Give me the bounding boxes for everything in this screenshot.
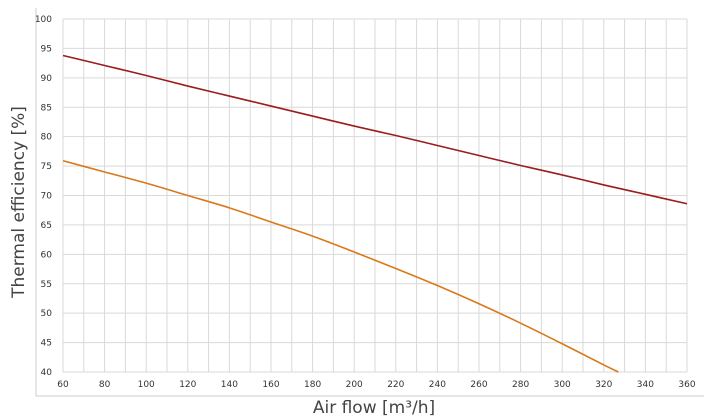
- x-tick-label: 220: [387, 380, 404, 390]
- x-tick-label: 80: [99, 380, 111, 390]
- grid-horizontal: [63, 18, 687, 373]
- x-tick-label: 300: [554, 380, 571, 390]
- x-tick-label: 160: [262, 380, 279, 390]
- x-tick-labels: 60 80 100 120 140 160 180 200 220 240 260 280 300 320…: [57, 380, 696, 390]
- x-tick-label: 140: [221, 380, 238, 390]
- x-tick-label: 180: [304, 380, 321, 390]
- x-tick-label: 60: [57, 380, 69, 390]
- y-tick-label: 65: [41, 221, 52, 231]
- x-tick-label: 320: [595, 380, 612, 390]
- x-tick-label: 200: [346, 380, 363, 390]
- x-axis-title: Air flow [m³/h]: [313, 398, 435, 418]
- y-tick-label: 85: [41, 103, 52, 113]
- y-tick-label: 70: [41, 192, 53, 202]
- y-tick-label: 55: [41, 280, 52, 290]
- y-tick-label: 50: [41, 309, 53, 319]
- y-tick-label: 90: [41, 74, 53, 84]
- y-tick-label: 75: [41, 162, 52, 172]
- x-tick-label: 280: [512, 380, 529, 390]
- y-tick-label: 40: [41, 368, 53, 378]
- plot-frame: [35, 8, 704, 397]
- y-tick-labels: 40 45 50 55 60 65 70 75 80 85 90 95 100: [35, 15, 52, 378]
- x-tick-label: 120: [179, 380, 196, 390]
- series-line-2: [62, 160, 619, 373]
- y-axis-title: Thermal efficiency [%]: [9, 106, 29, 299]
- x-tick-label: 260: [470, 380, 487, 390]
- x-tick-label: 360: [678, 380, 695, 390]
- y-tick-label: 100: [35, 15, 52, 25]
- y-tick-label: 60: [41, 250, 53, 260]
- y-tick-label: 95: [41, 44, 52, 54]
- series-layer: [62, 54, 688, 373]
- series-line-1: [62, 54, 688, 205]
- x-tick-label: 100: [138, 380, 155, 390]
- x-tick-label: 240: [429, 380, 446, 390]
- y-tick-label: 80: [41, 133, 53, 143]
- x-tick-label: 340: [637, 380, 654, 390]
- y-tick-label: 45: [41, 339, 52, 349]
